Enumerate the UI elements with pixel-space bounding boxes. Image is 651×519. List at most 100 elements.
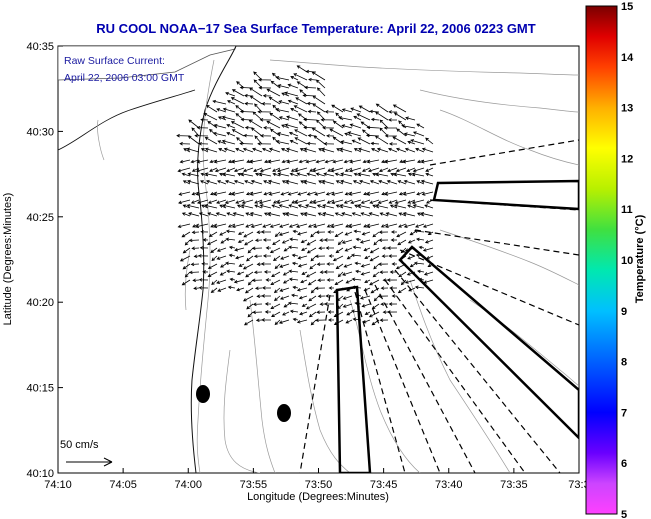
- current-vector: [210, 247, 218, 254]
- current-vector: [388, 254, 398, 258]
- current-vector: [186, 179, 200, 185]
- current-vector: [315, 172, 326, 177]
- current-vector: [188, 212, 200, 217]
- current-vector: [236, 81, 245, 89]
- current-vector: [369, 247, 380, 254]
- current-vector: [254, 204, 263, 209]
- current-vector: [182, 263, 191, 270]
- current-vector: [244, 239, 254, 246]
- current-vector: [276, 167, 290, 173]
- current-vector: [190, 262, 200, 267]
- current-vector: [393, 172, 407, 177]
- current-vector: [187, 172, 200, 177]
- current-vector: [274, 231, 281, 238]
- current-vector: [324, 159, 335, 164]
- x-tick-label: 73:40: [435, 479, 463, 491]
- current-vector: [368, 311, 380, 318]
- current-vector: [260, 133, 272, 138]
- current-vector: [291, 253, 299, 258]
- current-vector: [257, 109, 272, 114]
- current-vector: [371, 148, 380, 153]
- current-vector: [313, 223, 326, 229]
- current-vector: [287, 301, 299, 306]
- current-vector: [327, 310, 335, 314]
- current-vector: [389, 270, 398, 274]
- current-vector: [402, 191, 416, 196]
- current-vector: [219, 271, 227, 276]
- current-vector: [224, 199, 236, 204]
- current-vector: [285, 179, 299, 185]
- current-vector: [213, 191, 227, 196]
- current-vector: [327, 167, 335, 172]
- current-vector: [368, 212, 380, 217]
- current-vector: [361, 231, 371, 236]
- current-vector: [282, 279, 290, 284]
- x-tick-label: 73:55: [240, 479, 268, 491]
- current-vector: [359, 179, 371, 185]
- current-vector: [361, 129, 371, 137]
- current-vector: [294, 199, 308, 205]
- current-vector: [363, 287, 371, 292]
- current-vector: [360, 263, 371, 268]
- current-vector: [235, 255, 245, 260]
- current-vector: [231, 89, 245, 97]
- current-vector: [351, 212, 362, 217]
- current-vector: [275, 139, 290, 145]
- current-vector: [242, 147, 254, 153]
- current-vector: [339, 204, 353, 209]
- current-vector: [350, 107, 362, 113]
- current-vector: [251, 246, 263, 251]
- current-vector: [335, 247, 344, 254]
- current-vector: [271, 311, 281, 317]
- current-vector: [385, 212, 398, 217]
- current-vector: [404, 147, 416, 153]
- current-vector: [182, 247, 191, 254]
- current-vector: [243, 231, 254, 238]
- current-vector: [324, 302, 335, 306]
- current-vector: [184, 239, 191, 246]
- current-vector: [422, 223, 434, 228]
- current-vector: [310, 255, 317, 262]
- x-tick-label: 74:00: [174, 479, 202, 491]
- current-vector: [334, 279, 344, 286]
- current-vector: [252, 147, 263, 153]
- current-vector: [300, 239, 308, 244]
- current-vector: [306, 239, 317, 246]
- current-vector: [176, 133, 191, 138]
- current-vector: [395, 263, 407, 270]
- current-vector: [369, 255, 380, 262]
- current-vector: [231, 223, 245, 229]
- current-vector: [274, 263, 281, 270]
- current-vector: [249, 212, 263, 217]
- current-vector: [254, 238, 263, 243]
- current-vector: [260, 262, 272, 266]
- current-vector: [231, 159, 245, 164]
- current-vector: [223, 147, 236, 153]
- current-vector: [226, 269, 236, 274]
- current-vector: [193, 254, 200, 259]
- current-vector: [242, 167, 254, 173]
- current-vector: [380, 286, 389, 290]
- current-vector: [352, 180, 362, 185]
- colorbar-tick-label: 12: [621, 153, 633, 165]
- current-vector: [179, 159, 191, 164]
- current-vector: [254, 286, 263, 291]
- current-vector: [425, 167, 434, 172]
- current-vector: [235, 147, 245, 153]
- colorbar-tick-label: 8: [621, 357, 627, 369]
- current-vector: [354, 261, 362, 266]
- current-vector: [416, 191, 425, 196]
- current-vector: [307, 223, 317, 228]
- current-vector: [199, 246, 209, 250]
- current-vector: [267, 212, 281, 217]
- current-vector: [378, 262, 389, 266]
- current-vector: [179, 255, 191, 262]
- current-vector: [335, 263, 344, 270]
- current-vector: [249, 87, 263, 97]
- current-vector: [310, 231, 317, 238]
- current-vector: [236, 287, 245, 292]
- current-vector: [239, 109, 254, 114]
- current-vector: [186, 204, 200, 209]
- current-vector: [216, 255, 227, 260]
- current-vector: [281, 159, 290, 164]
